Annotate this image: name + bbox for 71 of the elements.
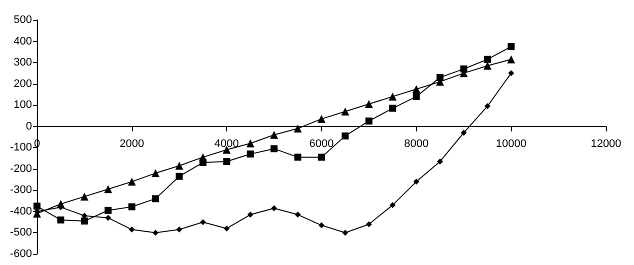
point (342, 230, 348, 236)
y-tick-label: 0 (26, 120, 32, 132)
point (104, 185, 112, 194)
point (200, 219, 206, 226)
x-tick-label: 4000 (214, 138, 239, 150)
point (483, 62, 492, 70)
point (128, 203, 136, 210)
point (437, 158, 444, 164)
point (413, 178, 420, 185)
point (507, 55, 516, 64)
point (390, 202, 396, 208)
point (508, 43, 515, 50)
point (412, 85, 420, 94)
point (152, 169, 160, 178)
point (388, 92, 397, 101)
point (294, 212, 301, 218)
x-tick-label: 2000 (120, 138, 144, 150)
y-tick-label: 300 (14, 56, 32, 69)
point (508, 70, 514, 76)
point (460, 130, 467, 136)
y-tick-label: -500 (10, 226, 32, 239)
x-tick-label: 10000 (496, 138, 526, 150)
point (318, 222, 324, 228)
y-tick-label: 100 (14, 99, 32, 112)
y-tick-label: -100 (10, 142, 32, 154)
x-tick-label: 8000 (404, 138, 429, 150)
point (223, 158, 230, 165)
point (341, 107, 350, 116)
point (104, 206, 112, 214)
point (246, 139, 254, 148)
point (484, 56, 491, 63)
point (176, 172, 183, 180)
y-tick-label: 400 (14, 35, 32, 48)
point (460, 65, 468, 72)
y-tick-label: 500 (14, 14, 32, 26)
point (128, 226, 135, 233)
point (152, 195, 160, 202)
point (224, 225, 230, 232)
point (484, 103, 490, 110)
point (270, 145, 278, 152)
point (389, 104, 396, 112)
point (270, 130, 278, 139)
point (366, 221, 372, 228)
point (57, 216, 64, 224)
y-tick-label: 200 (14, 78, 32, 90)
point (105, 214, 112, 221)
y-tick-label: -600 (10, 248, 32, 260)
point (175, 162, 184, 170)
point (271, 205, 278, 212)
point (436, 74, 444, 81)
point (152, 230, 159, 236)
point (365, 118, 372, 125)
point (128, 178, 136, 186)
y-tick-label: -400 (10, 205, 32, 218)
point (318, 114, 326, 123)
point (412, 93, 420, 100)
point (342, 132, 349, 140)
point (364, 100, 373, 108)
y-tick-label: -300 (10, 184, 32, 196)
point (294, 124, 302, 132)
point (246, 150, 254, 158)
point (176, 226, 182, 233)
point (80, 192, 88, 201)
point (294, 154, 302, 161)
y-tick-label: -200 (10, 162, 32, 175)
point (318, 154, 325, 161)
x-tick-label: 6000 (309, 138, 334, 150)
point (199, 159, 206, 166)
x-tick-label: 12000 (590, 138, 622, 150)
point (247, 212, 254, 218)
point (80, 218, 88, 225)
